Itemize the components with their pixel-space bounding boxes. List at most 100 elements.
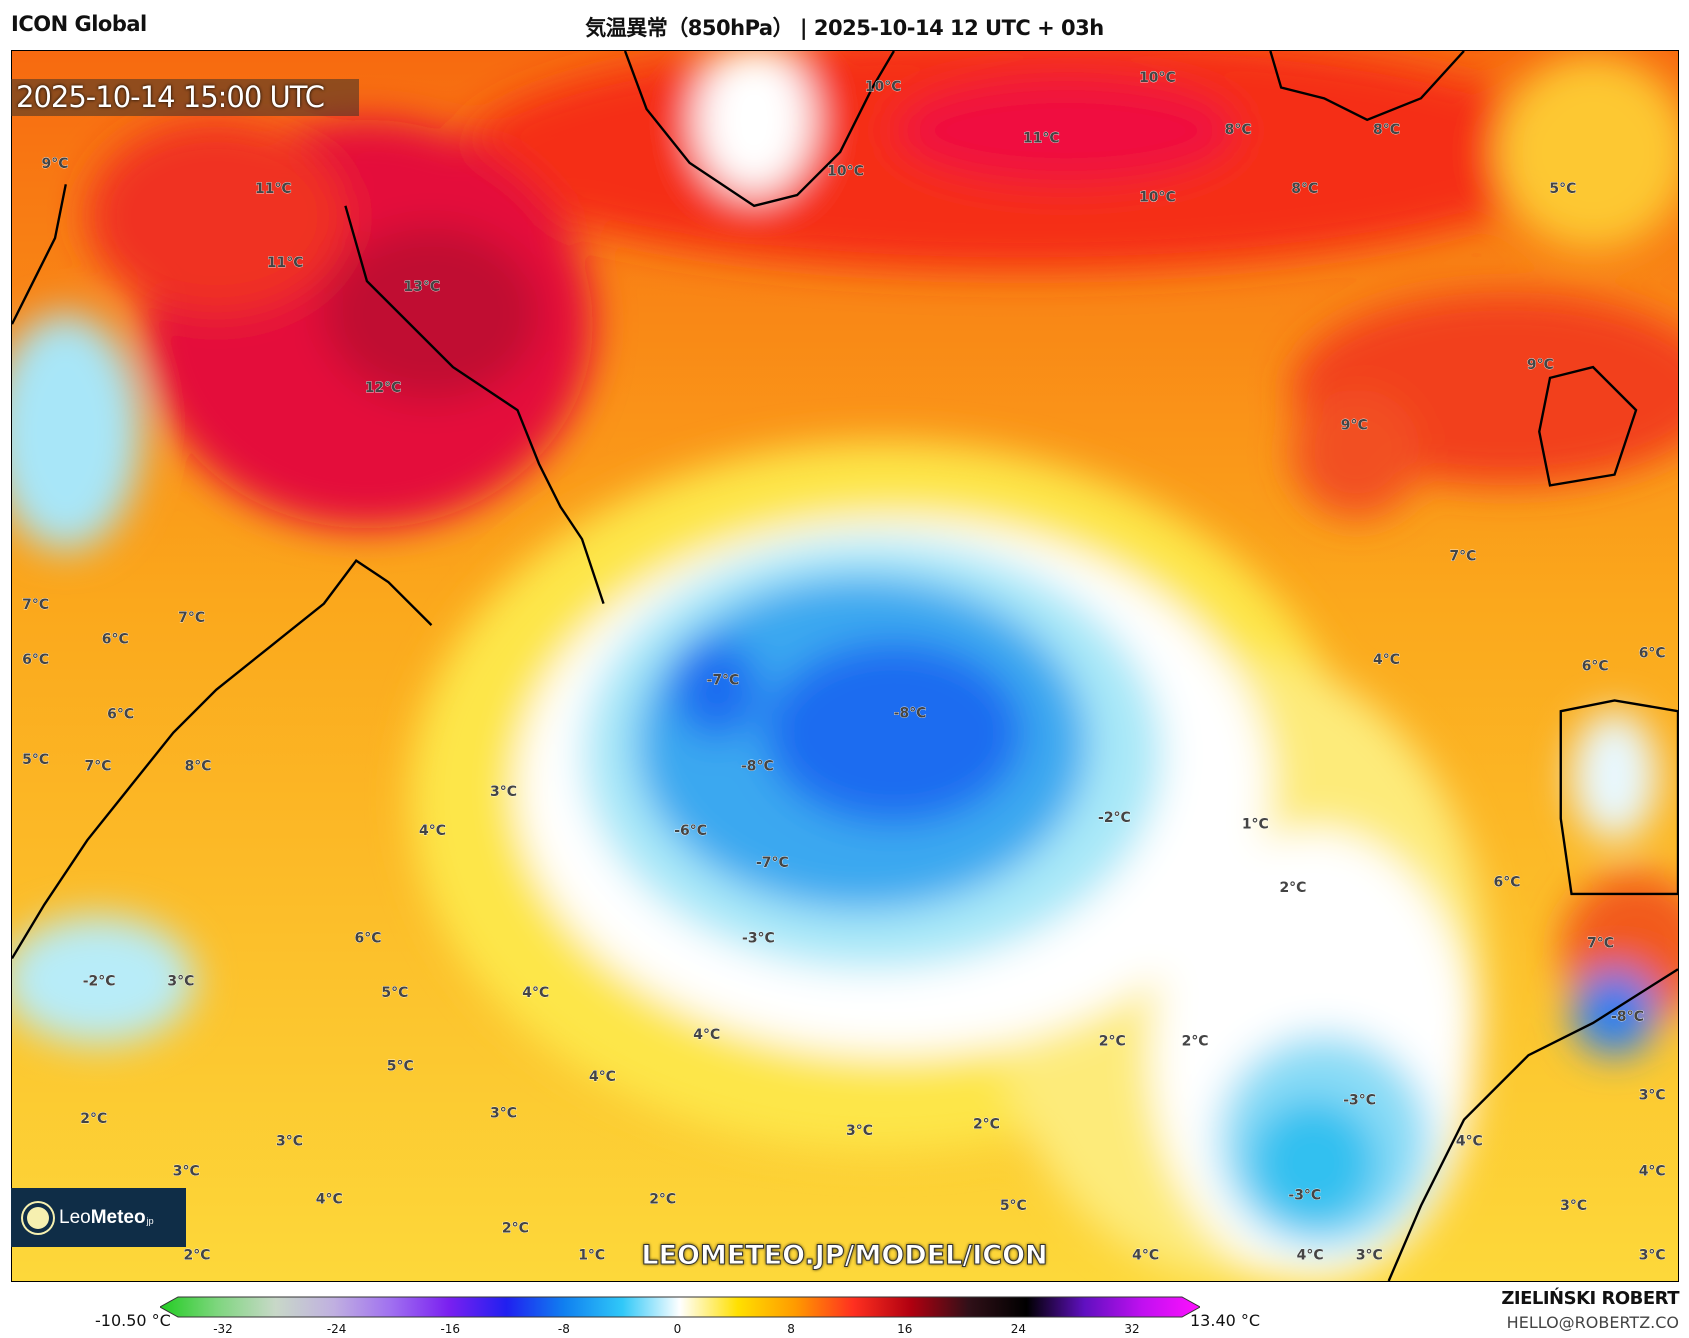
temperature-anomaly-map[interactable]: 10°C 10°C 11°C 8°C 8°C 10°C 10°C 8°C 5°C 9°C 11°C 1… — [11, 50, 1679, 1282]
contour-label: 5°C — [1000, 1198, 1027, 1214]
contour-label: -2°C — [83, 973, 116, 989]
contour-label: 9°C — [42, 156, 69, 172]
contour-label: 9°C — [1341, 417, 1368, 433]
author-name: ZIELIŃSKI ROBERT — [1501, 1288, 1679, 1309]
contour-label: 7°C — [1587, 936, 1614, 952]
leometeo-logo[interactable]: Leo Meteo jp — [11, 1188, 186, 1247]
colorbar-tick: 0 — [673, 1322, 682, 1336]
contour-label: 4°C — [1373, 652, 1400, 668]
logo-suffix: jp — [146, 1215, 154, 1226]
contour-label: 6°C — [102, 631, 129, 647]
contour-label: 3°C — [173, 1164, 200, 1180]
contour-label: 4°C — [419, 823, 446, 839]
contour-label: 3°C — [167, 973, 194, 989]
contour-label: 8°C — [185, 758, 212, 774]
contour-label: 1°C — [578, 1247, 605, 1263]
author-email[interactable]: HELLO@ROBERTZ.CO — [1506, 1313, 1679, 1332]
contour-label: 7°C — [178, 610, 205, 626]
contour-label: 2°C — [1099, 1034, 1126, 1050]
contour-label: 5°C — [381, 985, 408, 1001]
contour-label: 2°C — [1279, 880, 1306, 896]
contour-label: 3°C — [490, 784, 517, 800]
contour-label: 4°C — [1639, 1164, 1666, 1180]
contour-label: -6°C — [674, 823, 707, 839]
contour-label: 3°C — [276, 1134, 303, 1150]
contour-label: 5°C — [1549, 181, 1576, 197]
contour-label: 3°C — [1560, 1198, 1587, 1214]
contour-label: 8°C — [1291, 181, 1318, 197]
contour-label: 4°C — [316, 1192, 343, 1208]
contour-label: 3°C — [1639, 1087, 1666, 1103]
contour-label: 6°C — [1494, 874, 1521, 890]
contour-label: 3°C — [1639, 1247, 1666, 1263]
colorbar-min-label: -10.50 °C — [95, 1311, 171, 1330]
contour-label: -8°C — [741, 758, 774, 774]
contour-label: 6°C — [107, 707, 134, 723]
contour-label: -8°C — [1611, 1009, 1644, 1025]
contour-label: 4°C — [522, 985, 549, 1001]
contour-label: 11°C — [255, 181, 292, 197]
contour-label: 5°C — [22, 752, 49, 768]
chart-title: 気温異常（850hPa） | 2025-10-14 12 UTC + 03h — [585, 16, 1104, 40]
colorbar-gradient — [160, 1296, 1200, 1318]
contour-label: 8°C — [1373, 122, 1400, 138]
logo-leo: Leo — [59, 1206, 91, 1228]
colorbar-tick: -32 — [213, 1322, 233, 1336]
contour-label: 4°C — [1456, 1134, 1483, 1150]
valid-time-badge: 2025-10-14 15:00 UTC — [11, 79, 359, 116]
model-name: ICON Global — [11, 12, 147, 36]
contour-label: 2°C — [973, 1116, 1000, 1132]
contour-label: 11°C — [1023, 130, 1060, 146]
contour-label: 2°C — [80, 1111, 107, 1127]
contour-label: 10°C — [1139, 70, 1176, 86]
colorbar-max-label: 13.40 °C — [1190, 1311, 1261, 1330]
colorbar-tick: 16 — [897, 1322, 913, 1336]
watermark-url: LEOMETEO.JP/MODEL/ICON — [641, 1240, 1048, 1272]
contour-label: 7°C — [22, 597, 49, 613]
contour-label: 2°C — [502, 1221, 529, 1237]
contour-label: 3°C — [1356, 1247, 1383, 1263]
contour-label: 10°C — [1139, 190, 1176, 206]
contour-label: 10°C — [865, 79, 902, 95]
contour-label: 3°C — [490, 1106, 517, 1122]
contour-label: 11°C — [267, 255, 304, 271]
contour-label: -7°C — [756, 855, 789, 871]
contour-label: -3°C — [1343, 1093, 1376, 1109]
contour-label: 6°C — [355, 930, 382, 946]
contour-label: 3°C — [846, 1123, 873, 1139]
logo-meteo: Meteo — [90, 1206, 146, 1228]
contour-label: 2°C — [649, 1192, 676, 1208]
contour-label: -2°C — [1098, 810, 1131, 826]
contour-label: 4°C — [1132, 1247, 1159, 1263]
contour-label: 5°C — [387, 1058, 414, 1074]
contour-label: 13°C — [403, 279, 440, 295]
colorbar-tick: -16 — [440, 1322, 461, 1336]
contour-label: 6°C — [22, 652, 49, 668]
contour-label: 6°C — [1582, 658, 1609, 674]
colorbar-tick: -8 — [557, 1322, 570, 1336]
colorbar-tick: 24 — [1010, 1322, 1027, 1336]
contour-label: 2°C — [184, 1247, 211, 1263]
contour-label: -8°C — [894, 706, 927, 722]
colorbar — [160, 1296, 1200, 1318]
contour-label: 2°C — [1182, 1034, 1209, 1050]
contour-label: -7°C — [707, 672, 740, 688]
contour-label: 4°C — [589, 1069, 616, 1085]
coastlines — [12, 51, 1678, 1281]
colorbar-tick: -24 — [326, 1322, 347, 1336]
colorbar-tick: 8 — [787, 1322, 795, 1336]
contour-labels: 10°C 10°C 11°C 8°C 8°C 10°C 10°C 8°C 5°C 9°C 11°C 1… — [22, 70, 1666, 1264]
contour-label: 7°C — [1449, 549, 1476, 565]
contour-label: -3°C — [742, 930, 775, 946]
anomaly-field — [12, 51, 1678, 1281]
sun-icon — [27, 1206, 49, 1229]
contour-label: 1°C — [1242, 816, 1269, 832]
contour-label: 4°C — [693, 1027, 720, 1043]
contour-label: 7°C — [85, 758, 112, 774]
contour-label: -3°C — [1288, 1187, 1321, 1203]
contour-label: 8°C — [1225, 122, 1252, 138]
contour-label: 6°C — [1639, 645, 1666, 661]
contour-label: 12°C — [365, 380, 402, 396]
contour-label: 4°C — [1297, 1247, 1324, 1263]
contour-label: 10°C — [827, 164, 864, 180]
